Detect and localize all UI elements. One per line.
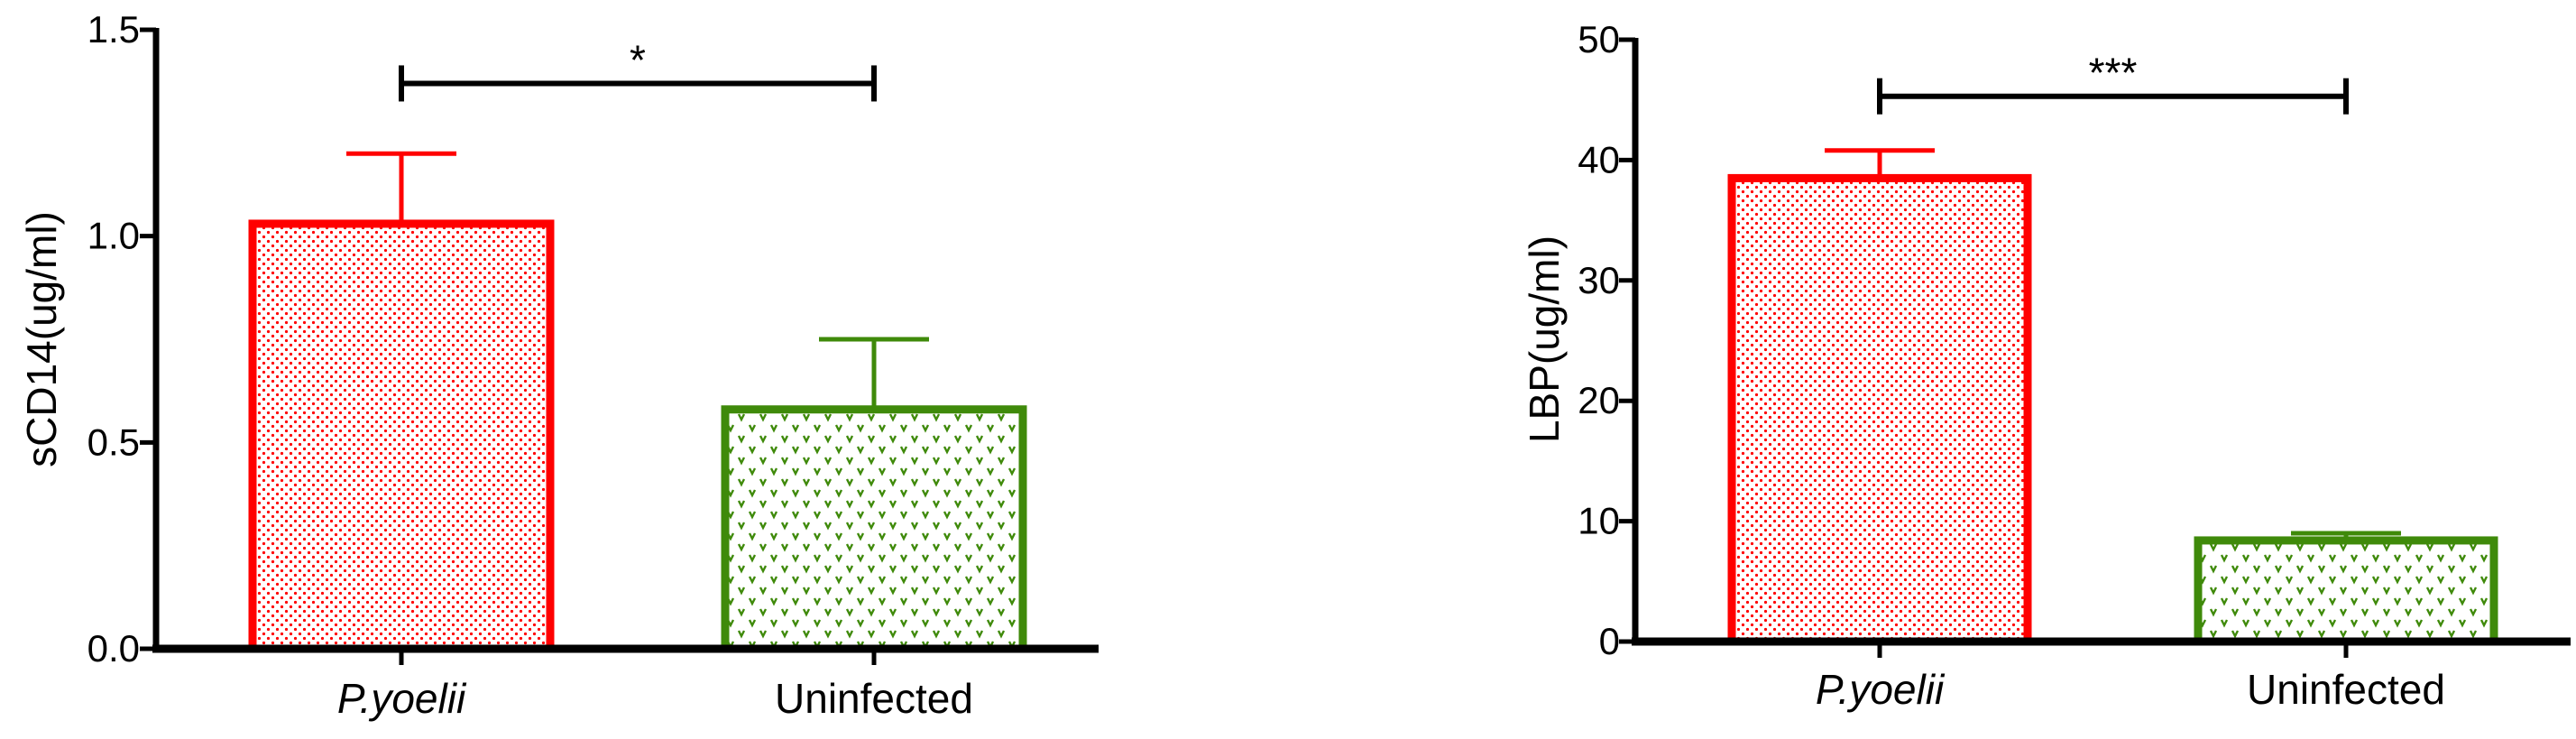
bar-p-yoelii — [1727, 173, 2032, 646]
significance-label: *** — [2089, 50, 2138, 97]
scd14-chart-panel: 0.0 0.5 1.0 1.5 P.yoelii Uninfected sCD14(ug/m… — [18, 8, 1099, 722]
y-tick-label: 30 — [1578, 259, 1620, 301]
y-tick-label: 0.0 — [87, 627, 140, 670]
y-tick-label: 10 — [1578, 500, 1620, 542]
y-tick-label: 50 — [1578, 18, 1620, 60]
lbp-chart-panel: 0 10 20 30 40 50 P.yoelii Uninfected LBP(ug/ml) *… — [1521, 18, 2571, 713]
category-label: Uninfected — [2247, 666, 2445, 713]
bar-uninfected — [2194, 536, 2498, 646]
y-tick-label: 0.5 — [87, 420, 140, 463]
bar-uninfected — [721, 405, 1027, 653]
category-label: P.yoelii — [1816, 666, 1946, 713]
bar-p-yoelii — [248, 219, 555, 653]
y-tick-label: 1.0 — [87, 215, 140, 257]
y-tick-label: 20 — [1578, 379, 1620, 421]
category-label: P.yoelii — [337, 675, 467, 722]
y-tick-label: 1.5 — [87, 8, 140, 51]
y-tick-label: 0 — [1599, 620, 1620, 662]
y-tick-label: 40 — [1578, 138, 1620, 180]
y-axis-label: LBP(ug/ml) — [1521, 236, 1568, 443]
significance-label: * — [630, 36, 646, 83]
y-axis-label: sCD14(ug/ml) — [18, 211, 65, 467]
category-label: Uninfected — [775, 675, 973, 722]
